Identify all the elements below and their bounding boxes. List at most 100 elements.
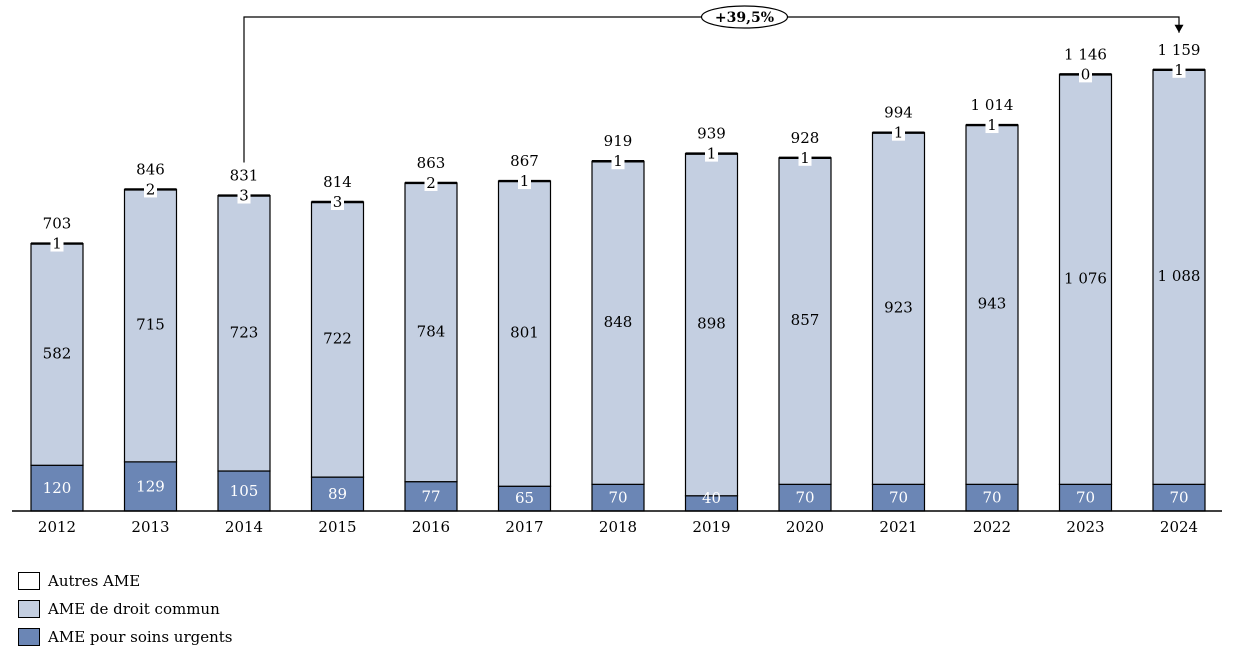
bar-2020: 70 857 1 928 — [778, 129, 832, 512]
label-soins-urgents: 70 — [889, 489, 908, 507]
label-autres: 0 — [1081, 65, 1091, 83]
label-total: 814 — [323, 173, 352, 191]
bar-segment-droit-commun — [778, 157, 832, 485]
label-droit-commun: 722 — [323, 330, 352, 348]
x-tick-2023: 2023 — [1066, 518, 1104, 536]
label-total: 846 — [136, 160, 165, 178]
legend-item-droit-commun: AME de droit commun — [18, 595, 233, 623]
bars-layer: 1205821703129715284610572338318972238147… — [30, 41, 1206, 512]
label-total: 867 — [510, 152, 539, 170]
label-soins-urgents: 70 — [982, 489, 1001, 507]
bar-segment-soins-urgents — [123, 461, 178, 512]
label-soins-urgents: 129 — [136, 477, 165, 495]
label-autres-box — [424, 174, 438, 191]
bar-2015: 89 722 3 814 — [310, 173, 365, 512]
label-autres-box — [1079, 66, 1092, 83]
label-total: 1 146 — [1064, 45, 1107, 63]
label-autres-box — [705, 145, 718, 162]
legend-label-soins-urgents: AME pour soins urgents — [48, 628, 233, 646]
label-total: 863 — [417, 154, 446, 172]
bar-segment-droit-commun — [310, 201, 365, 478]
label-soins-urgents: 120 — [43, 479, 72, 497]
legend-swatch-soins-urgents — [18, 628, 40, 646]
label-autres-box — [892, 124, 905, 141]
x-tick-2016: 2016 — [412, 518, 450, 536]
label-autres: 3 — [239, 187, 249, 205]
x-tick-labels: 2012 2013 2014 2015 2016 2017 2018 2019 2020 2021… — [38, 518, 1198, 536]
label-soins-urgents: 70 — [795, 489, 814, 507]
label-autres-box — [237, 187, 251, 204]
bar-segment-droit-commun — [30, 242, 84, 466]
x-tick-2014: 2014 — [225, 518, 263, 536]
label-autres: 1 — [987, 116, 997, 134]
bar-2021: 70 923 1 994 — [871, 104, 926, 512]
label-soins-urgents: 70 — [1076, 489, 1095, 507]
x-tick-2020: 2020 — [786, 518, 824, 536]
bar-2013: 129 715 2 846 — [123, 160, 178, 512]
label-autres: 1 — [52, 235, 62, 253]
bar-segment-droit-commun — [1152, 69, 1206, 485]
bar-2018: 70 848 1 919 — [591, 132, 645, 512]
label-total: 1 159 — [1158, 41, 1201, 59]
x-tick-2017: 2017 — [505, 518, 543, 536]
x-tick-2012: 2012 — [38, 518, 76, 536]
bar-2017: 65 801 1 867 — [497, 152, 552, 512]
label-autres: 1 — [1174, 61, 1184, 79]
label-soins-urgents: 105 — [230, 482, 259, 500]
bar-segment-soins-urgents — [30, 464, 84, 512]
label-droit-commun: 723 — [230, 323, 259, 341]
legend: Autres AME AME de droit commun AME pour … — [18, 567, 233, 651]
bar-segment-droit-commun — [591, 160, 645, 485]
label-total: 1 014 — [971, 96, 1014, 114]
label-droit-commun: 857 — [791, 311, 820, 329]
bar-segment-droit-commun — [123, 188, 178, 463]
label-droit-commun: 923 — [884, 298, 913, 316]
label-autres-box — [985, 117, 999, 134]
annotation-label: +39,5% — [715, 10, 774, 26]
label-autres-box — [518, 173, 531, 190]
annotation-arrowhead — [1174, 24, 1184, 33]
label-soins-urgents: 70 — [1169, 489, 1188, 507]
label-soins-urgents: 70 — [608, 489, 627, 507]
label-droit-commun: 1 076 — [1064, 269, 1107, 287]
bar-2022: 70 943 1 1 014 — [965, 96, 1019, 512]
label-autres: 1 — [613, 152, 623, 170]
label-droit-commun: 848 — [604, 313, 633, 331]
legend-label-autres: Autres AME — [48, 572, 141, 590]
label-autres: 3 — [333, 193, 343, 211]
label-droit-commun: 715 — [136, 316, 165, 334]
legend-swatch-autres — [18, 572, 40, 590]
label-autres: 2 — [146, 180, 156, 198]
label-autres: 1 — [894, 124, 904, 142]
x-tick-2018: 2018 — [599, 518, 637, 536]
bar-2024: 70 1 088 1 1 159 — [1152, 41, 1206, 512]
label-total: 928 — [791, 129, 820, 147]
bar-segment-droit-commun — [404, 182, 458, 483]
bar-segment-soins-urgents — [591, 483, 645, 512]
label-droit-commun: 784 — [417, 322, 446, 340]
label-autres-box — [331, 194, 344, 211]
label-total: 703 — [43, 215, 72, 233]
label-autres-box — [1172, 61, 1186, 78]
label-droit-commun: 582 — [43, 344, 72, 362]
bar-segment-soins-urgents — [217, 470, 271, 512]
label-autres-box — [798, 149, 812, 166]
bar-2016: 77 784 2 863 — [404, 154, 458, 512]
annotation-ellipse — [700, 5, 789, 29]
x-tick-2013: 2013 — [131, 518, 169, 536]
stacked-bar-chart: 1205821703129715284610572338318972238147… — [12, 5, 1222, 536]
label-droit-commun: 898 — [697, 315, 726, 333]
x-tick-2021: 2021 — [879, 518, 917, 536]
label-total: 919 — [604, 132, 633, 150]
label-autres-box — [144, 181, 157, 198]
bar-segment-droit-commun — [684, 153, 739, 497]
label-soins-urgents: 65 — [515, 489, 534, 507]
bar-segment-droit-commun — [497, 180, 552, 487]
growth-annotation: +39,5% — [243, 5, 1184, 163]
bar-2014: 105 723 3 831 — [217, 167, 271, 512]
x-tick-2024: 2024 — [1160, 518, 1198, 536]
x-tick-2022: 2022 — [973, 518, 1011, 536]
label-droit-commun: 1 088 — [1158, 267, 1201, 285]
label-soins-urgents: 40 — [702, 489, 721, 507]
label-autres-box — [50, 235, 64, 252]
